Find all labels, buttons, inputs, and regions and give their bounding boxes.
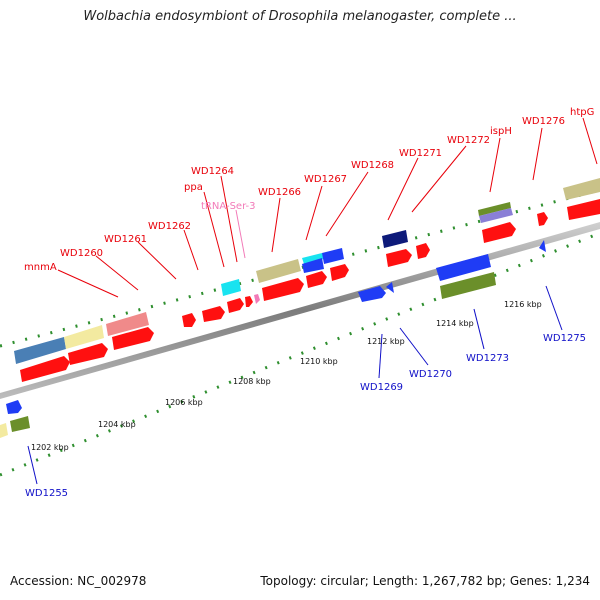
label-WD1270[interactable]: WD1270 [409, 369, 452, 380]
cds-arrow[interactable] [567, 199, 600, 220]
feature-blue[interactable] [302, 258, 324, 273]
feature-olive[interactable] [478, 202, 511, 216]
feature-cyan[interactable] [302, 253, 324, 264]
label-WD1272[interactable]: WD1272 [447, 135, 490, 146]
label-htpG[interactable]: htpG [570, 107, 594, 118]
feature-lavender[interactable] [479, 208, 513, 223]
cds-arrow[interactable] [202, 306, 225, 322]
feature-steel[interactable] [14, 337, 66, 364]
feature-yellow[interactable] [0, 423, 8, 438]
label-WD1268[interactable]: WD1268 [351, 160, 394, 171]
upper-features [14, 178, 600, 382]
scale-label-1206: 1206 kbp [165, 398, 203, 407]
cds-arrow[interactable] [68, 343, 108, 365]
feature-cyan[interactable] [221, 279, 241, 296]
scale-label-1202: 1202 kbp [31, 443, 69, 452]
label-WD1271[interactable]: WD1271 [399, 148, 442, 159]
feature-blue[interactable] [436, 254, 491, 281]
label-WD1266[interactable]: WD1266 [258, 187, 301, 198]
label-WD1261[interactable]: WD1261 [104, 234, 147, 245]
label-WD1262[interactable]: WD1262 [148, 221, 191, 232]
feature-yellow[interactable] [64, 325, 104, 349]
trna-feature[interactable] [254, 294, 260, 304]
scale-label-1216: 1216 kbp [504, 300, 542, 309]
scale-label-1214: 1214 kbp [436, 319, 474, 328]
feature-navy[interactable] [382, 230, 408, 248]
feature-blue[interactable] [322, 248, 344, 264]
cds-arrow[interactable] [262, 278, 304, 301]
feature-khaki[interactable] [256, 259, 301, 283]
cds-arrow[interactable] [330, 264, 349, 281]
topology-summary: Topology: circular; Length: 1,267,782 bp… [260, 574, 590, 588]
label-ispH[interactable]: ispH [490, 126, 512, 137]
cds-arrow[interactable] [182, 313, 196, 327]
label-ppa[interactable]: ppa [184, 182, 203, 193]
feature-khaki[interactable] [563, 178, 600, 200]
label-WD1269[interactable]: WD1269 [360, 382, 403, 393]
cds-arrow[interactable] [416, 243, 430, 259]
label-WD1275[interactable]: WD1275 [543, 333, 586, 344]
cds-arrow[interactable] [20, 356, 70, 382]
label-mnmA[interactable]: mnmA [24, 262, 57, 273]
feature-blue[interactable] [6, 400, 22, 414]
label-WD1255[interactable]: WD1255 [25, 488, 68, 499]
label-WD1260[interactable]: WD1260 [60, 248, 103, 259]
scale-label-1210: 1210 kbp [300, 357, 338, 366]
cds-arrow[interactable] [482, 222, 516, 243]
label-WD1267[interactable]: WD1267 [304, 174, 347, 185]
cds-arrow[interactable] [227, 298, 244, 313]
map-title: Wolbachia endosymbiont of Drosophila mel… [83, 9, 517, 24]
feature-olive[interactable] [10, 416, 30, 432]
feature-blue-small[interactable] [539, 240, 546, 252]
feature-salmon[interactable] [106, 312, 149, 336]
cds-arrow[interactable] [386, 249, 412, 267]
label-tRNA-Ser-3[interactable]: tRNA-Ser-3 [201, 201, 256, 212]
scale-label-1212: 1212 kbp [367, 337, 405, 346]
label-WD1273[interactable]: WD1273 [466, 353, 509, 364]
label-connectors [27, 117, 598, 485]
label-WD1276[interactable]: WD1276 [522, 116, 565, 127]
lower-features [0, 240, 546, 438]
cds-arrow[interactable] [537, 212, 548, 226]
feature-blue-small[interactable] [386, 282, 394, 293]
cds-arrow[interactable] [245, 296, 253, 307]
feature-blue[interactable] [358, 286, 386, 302]
feature-olive[interactable] [440, 272, 496, 299]
scale-label-1208: 1208 kbp [233, 377, 271, 386]
cds-arrow[interactable] [112, 327, 154, 350]
accession-text: Accession: NC_002978 [10, 574, 147, 588]
scale-label-1204: 1204 kbp [98, 420, 136, 429]
label-WD1264[interactable]: WD1264 [191, 166, 234, 177]
cds-arrow[interactable] [306, 271, 327, 288]
